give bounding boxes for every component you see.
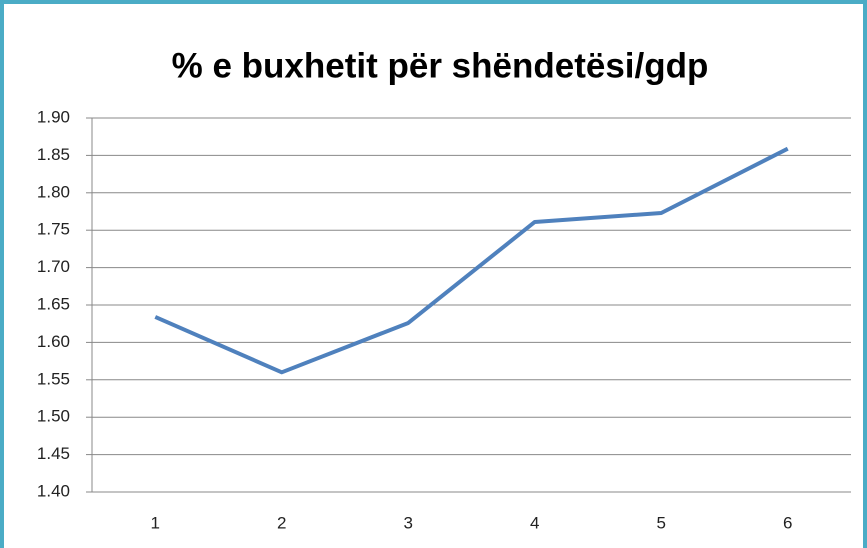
y-tick-label: 1.60 [37, 332, 70, 351]
x-tick-label: 5 [657, 513, 666, 532]
y-tick-label: 1.50 [37, 407, 70, 426]
x-tick-label: 4 [530, 513, 539, 532]
x-tick-label: 1 [151, 513, 160, 532]
x-tick-label: 2 [277, 513, 286, 532]
y-tick-label: 1.80 [37, 182, 70, 201]
data-line [154, 146, 789, 375]
y-tick-label: 1.40 [37, 481, 70, 500]
y-tick-label: 1.55 [37, 369, 70, 388]
x-tick-label: 6 [783, 513, 792, 532]
y-tick-label: 1.90 [37, 107, 70, 126]
x-tick-label: 3 [404, 513, 413, 532]
y-tick-label: 1.75 [37, 220, 70, 239]
y-tick-label: 1.70 [37, 257, 70, 276]
y-tick-label: 1.85 [37, 145, 70, 164]
chart-title: % e buxhetit për shëndetësi/gdp [172, 46, 709, 85]
y-tick-label: 1.65 [37, 294, 70, 313]
y-tick-label: 1.45 [37, 444, 70, 463]
